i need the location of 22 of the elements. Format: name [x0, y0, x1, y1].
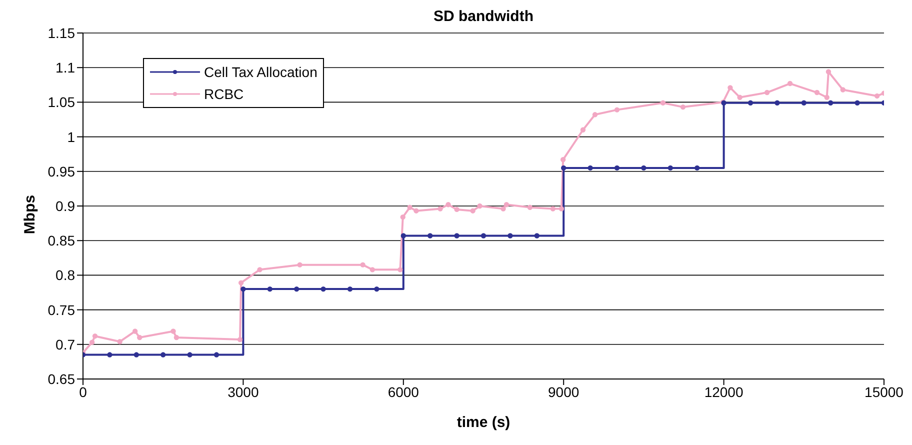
x-tick-label: 3000 — [228, 384, 259, 400]
chart-title: SD bandwidth — [432, 8, 534, 25]
legend-label: Cell Tax Allocation — [204, 63, 318, 82]
y-tick-label: 0.65 — [48, 370, 76, 387]
y-tick-label: 0.95 — [48, 163, 76, 180]
y-axis-title: Mbps — [22, 194, 38, 234]
x-tick-label: 12000 — [704, 384, 744, 400]
y-tick-label: 0.8 — [56, 267, 76, 284]
y-tick-label: 1.15 — [48, 24, 76, 41]
y-tick-label: 0.75 — [48, 302, 76, 318]
y-tick-label: 1.1 — [56, 60, 76, 76]
x-tick-label: 0 — [79, 384, 88, 400]
y-tick-label: 0.9 — [56, 198, 76, 214]
legend-label: RCBC — [204, 85, 244, 104]
x-tick-label: 9000 — [548, 384, 580, 400]
y-tick-label: 0.85 — [48, 232, 76, 249]
y-tick-label: 0.7 — [56, 336, 76, 352]
x-axis-title: time (s) — [456, 414, 512, 431]
y-tick-label: 1 — [67, 128, 76, 145]
x-tick-label: 6000 — [388, 384, 420, 400]
y-tick-label: 1.05 — [48, 94, 76, 110]
x-tick-label: 15000 — [864, 384, 904, 400]
